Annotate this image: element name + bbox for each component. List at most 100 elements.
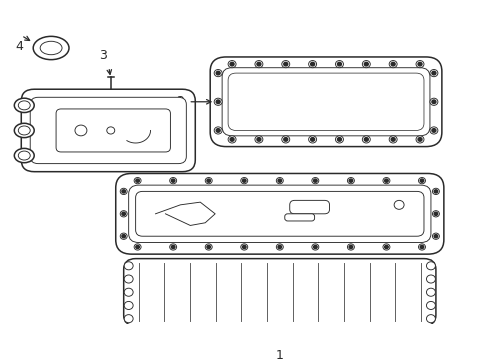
Circle shape <box>426 275 434 283</box>
Ellipse shape <box>18 101 30 110</box>
Circle shape <box>384 179 387 182</box>
Circle shape <box>393 201 403 209</box>
Circle shape <box>124 315 133 323</box>
Circle shape <box>281 136 289 143</box>
Circle shape <box>216 71 220 75</box>
Circle shape <box>382 177 389 184</box>
Circle shape <box>227 60 236 68</box>
FancyBboxPatch shape <box>135 192 423 236</box>
Circle shape <box>433 190 437 193</box>
Text: 4: 4 <box>15 40 23 53</box>
Circle shape <box>171 179 175 182</box>
Circle shape <box>431 233 439 239</box>
Ellipse shape <box>33 36 69 60</box>
Circle shape <box>418 244 425 250</box>
Circle shape <box>429 127 437 134</box>
Circle shape <box>256 138 261 141</box>
Circle shape <box>348 179 352 182</box>
Circle shape <box>431 188 439 194</box>
Circle shape <box>171 246 175 249</box>
Circle shape <box>124 262 133 270</box>
Circle shape <box>75 125 87 136</box>
Circle shape <box>134 244 141 250</box>
Circle shape <box>364 138 367 141</box>
Circle shape <box>276 177 283 184</box>
Circle shape <box>415 136 423 143</box>
Circle shape <box>124 301 133 310</box>
Circle shape <box>348 246 352 249</box>
Circle shape <box>169 177 176 184</box>
Circle shape <box>426 315 434 323</box>
Circle shape <box>120 211 127 217</box>
Circle shape <box>362 136 369 143</box>
Circle shape <box>278 179 281 182</box>
Circle shape <box>417 62 421 66</box>
Circle shape <box>242 246 245 249</box>
Circle shape <box>136 179 139 182</box>
Circle shape <box>256 62 261 66</box>
Circle shape <box>214 69 222 77</box>
FancyBboxPatch shape <box>210 57 441 147</box>
Circle shape <box>242 179 245 182</box>
Circle shape <box>254 136 263 143</box>
Circle shape <box>417 138 421 141</box>
Circle shape <box>310 138 314 141</box>
Circle shape <box>313 179 317 182</box>
Circle shape <box>431 129 435 132</box>
FancyBboxPatch shape <box>227 73 423 130</box>
Circle shape <box>308 136 316 143</box>
Circle shape <box>310 62 314 66</box>
Circle shape <box>313 246 317 249</box>
Circle shape <box>364 62 367 66</box>
FancyBboxPatch shape <box>116 174 443 254</box>
Ellipse shape <box>14 123 34 138</box>
Text: 2: 2 <box>176 95 184 108</box>
Text: 1: 1 <box>275 349 283 360</box>
Circle shape <box>311 244 318 250</box>
FancyBboxPatch shape <box>128 185 430 243</box>
Circle shape <box>384 246 387 249</box>
Circle shape <box>431 100 435 104</box>
Ellipse shape <box>14 98 34 113</box>
Circle shape <box>283 138 287 141</box>
Circle shape <box>227 136 236 143</box>
Circle shape <box>311 177 318 184</box>
Circle shape <box>431 211 439 217</box>
Ellipse shape <box>14 148 34 163</box>
Text: 3: 3 <box>99 49 106 62</box>
Circle shape <box>426 262 434 270</box>
Circle shape <box>122 190 125 193</box>
Circle shape <box>205 177 212 184</box>
Circle shape <box>214 98 222 105</box>
Circle shape <box>122 212 125 215</box>
Ellipse shape <box>40 41 62 55</box>
Circle shape <box>120 188 127 194</box>
FancyBboxPatch shape <box>56 109 170 152</box>
Circle shape <box>335 60 343 68</box>
Circle shape <box>205 244 212 250</box>
Circle shape <box>337 62 341 66</box>
Circle shape <box>276 244 283 250</box>
Circle shape <box>240 244 247 250</box>
Circle shape <box>230 62 234 66</box>
Circle shape <box>169 244 176 250</box>
Circle shape <box>214 127 222 134</box>
Circle shape <box>230 138 234 141</box>
Circle shape <box>308 60 316 68</box>
Circle shape <box>134 177 141 184</box>
Circle shape <box>418 177 425 184</box>
FancyBboxPatch shape <box>284 214 314 221</box>
Circle shape <box>433 212 437 215</box>
Circle shape <box>429 69 437 77</box>
Circle shape <box>388 60 396 68</box>
FancyBboxPatch shape <box>21 89 195 172</box>
Circle shape <box>390 138 394 141</box>
FancyBboxPatch shape <box>30 97 186 163</box>
Circle shape <box>346 177 354 184</box>
Ellipse shape <box>18 151 30 160</box>
Circle shape <box>283 62 287 66</box>
Circle shape <box>429 98 437 105</box>
FancyBboxPatch shape <box>222 68 429 136</box>
Circle shape <box>335 136 343 143</box>
Circle shape <box>240 177 247 184</box>
